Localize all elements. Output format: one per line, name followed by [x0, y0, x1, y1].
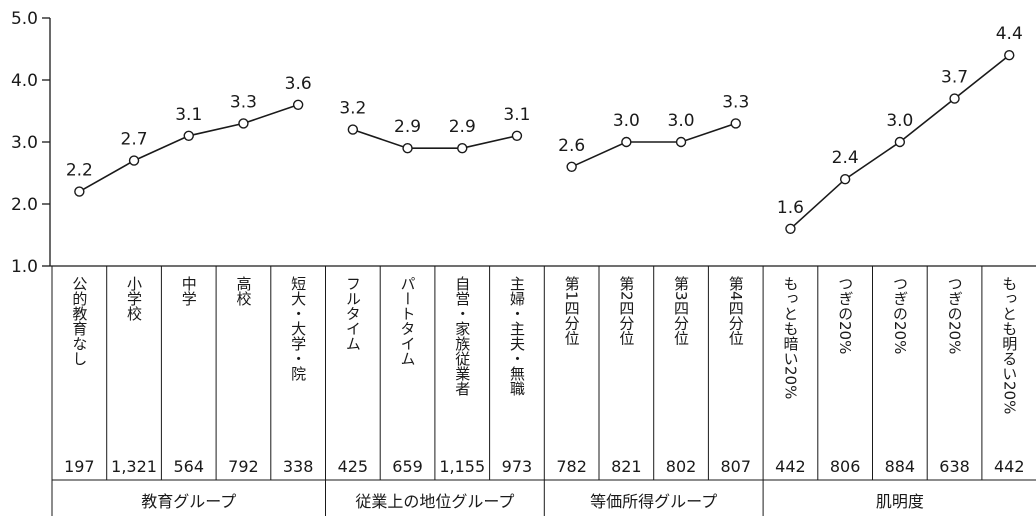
sample-size-label: 442: [994, 457, 1025, 476]
category-label: 中学: [180, 276, 198, 306]
group-label: 教育グループ: [141, 492, 236, 511]
data-label: 2.4: [832, 148, 859, 168]
sample-size-label: 564: [173, 457, 204, 476]
data-label: 3.6: [285, 74, 312, 94]
data-point: [566, 161, 577, 173]
data-point: [128, 155, 140, 166]
data-point: [839, 173, 851, 185]
data-label: 3.2: [339, 99, 366, 119]
data-point: [949, 93, 960, 104]
data-point: [730, 118, 741, 129]
sample-size-label: 442: [775, 457, 806, 476]
group-label: 等価所得グループ: [590, 492, 717, 511]
data-point: [402, 142, 413, 154]
category-label: 公的教育なし: [70, 276, 88, 366]
sample-size-label: 806: [830, 457, 861, 476]
sample-size-label: 884: [885, 457, 916, 476]
category-label: 小学校: [125, 276, 143, 321]
group-label: 従業上の地位グループ: [355, 492, 514, 511]
sample-size-label: 1,321: [111, 457, 157, 476]
sample-size-label: 659: [392, 457, 423, 476]
category-label: つぎの20%: [946, 276, 964, 354]
sample-size-label: 792: [228, 457, 259, 476]
category-label: 主婦・主夫・無職: [508, 276, 526, 396]
data-label: 3.0: [613, 111, 640, 131]
sample-size-label: 807: [720, 457, 751, 476]
data-label: 3.7: [941, 68, 968, 88]
data-point: [511, 130, 523, 142]
category-label: フルタイム: [344, 276, 362, 351]
data-point: [238, 118, 249, 129]
data-point: [457, 142, 468, 154]
category-label: 高校: [234, 276, 252, 306]
data-label: 3.0: [886, 111, 913, 131]
sample-size-label: 425: [338, 457, 369, 476]
data-point: [74, 186, 85, 197]
data-point: [347, 124, 359, 135]
category-label: 第1四分位: [563, 275, 581, 346]
series-line: [571, 122, 737, 168]
y-tick-label: 2.0: [11, 195, 38, 215]
group-label: 肌明度: [876, 492, 924, 511]
data-point: [675, 136, 687, 148]
series-line: [352, 128, 518, 149]
data-label: 3.0: [668, 111, 695, 131]
data-point: [785, 223, 796, 235]
data-point: [292, 99, 304, 111]
sample-size-label: 638: [939, 457, 970, 476]
category-label: 第3四分位: [672, 275, 690, 346]
sample-size-label: 782: [556, 457, 587, 476]
category-label: もっとも明るい20%: [1000, 276, 1018, 414]
sample-size-label: 338: [283, 457, 314, 476]
data-point: [183, 130, 194, 142]
y-tick-label: 1.0: [11, 257, 38, 277]
data-label: 3.1: [175, 105, 202, 125]
sample-size-label: 973: [502, 457, 533, 476]
data-label: 3.3: [722, 92, 749, 112]
category-label: もっとも暗い20%: [781, 276, 799, 399]
data-label: 3.3: [230, 92, 257, 112]
data-label: 1.6: [777, 198, 804, 218]
category-label: つぎの20%: [891, 276, 909, 354]
sample-size-label: 197: [64, 457, 95, 476]
data-label: 2.9: [449, 117, 476, 137]
data-point: [1004, 50, 1015, 61]
sample-size-label: 802: [666, 457, 697, 476]
category-label: 自営・家族従業者: [453, 276, 471, 396]
data-label: 2.7: [121, 130, 148, 150]
data-label: 2.6: [558, 136, 585, 156]
category-label: 短大・大学・院: [289, 276, 307, 382]
y-tick-label: 5.0: [11, 9, 38, 29]
data-label: 4.4: [996, 24, 1023, 44]
category-label: パートタイム: [399, 276, 417, 366]
data-label: 3.1: [503, 105, 530, 125]
data-label: 2.2: [66, 161, 93, 181]
category-label: 第4四分位: [727, 275, 745, 346]
sample-size-label: 821: [611, 457, 642, 476]
data-label: 2.9: [394, 117, 421, 137]
sample-size-label: 1,155: [439, 457, 485, 476]
y-tick-label: 4.0: [11, 71, 38, 91]
data-point: [894, 136, 906, 148]
y-tick-label: 3.0: [11, 133, 38, 153]
category-label: 第2四分位: [617, 275, 635, 346]
category-label: つぎの20%: [836, 276, 854, 354]
data-point: [621, 136, 632, 148]
